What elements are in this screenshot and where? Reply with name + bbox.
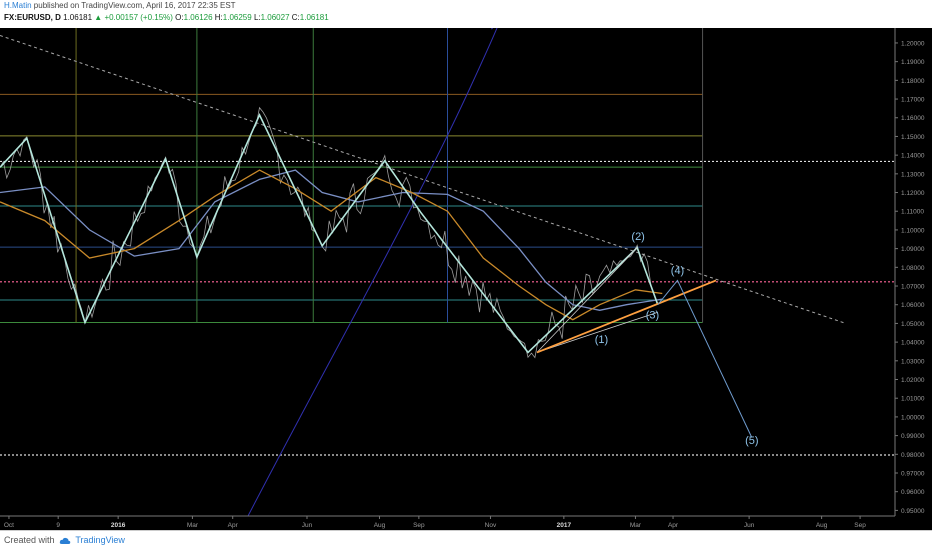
y-axis-background — [895, 28, 932, 530]
wave-label-2: (3) — [646, 310, 659, 322]
wave-label-4: (5) — [745, 435, 758, 447]
y-tick-label-12: 1.08000 — [901, 265, 925, 272]
x-tick-label-4: Apr — [228, 522, 239, 529]
created-with-text: Created with — [4, 535, 55, 545]
wave-labels: (1) (2) (3) (4) (5) — [595, 231, 759, 447]
y-tick-label-2: 1.18000 — [901, 78, 925, 85]
wave-label-1: (2) — [631, 231, 644, 243]
x-tick-label-14: Sep — [854, 522, 866, 529]
price-change: +0.00157 (+0.15%) — [104, 13, 173, 22]
symbol-label[interactable]: FX:EURUSD, D — [4, 13, 61, 22]
author-link[interactable]: H.Matin — [4, 1, 32, 10]
plot-area — [0, 28, 895, 516]
y-tick-label-0: 1.20000 — [901, 40, 925, 47]
wedge-line-1 — [536, 311, 658, 353]
tradingview-link[interactable]: TradingView — [75, 535, 125, 545]
close-value: 1.06181 — [299, 13, 329, 22]
y-tick-label-4: 1.16000 — [901, 115, 925, 122]
publish-text: published on TradingView.com, April 16, … — [33, 1, 236, 10]
y-tick-label-23: 0.97000 — [901, 470, 925, 477]
last-price: 1.06181 — [63, 13, 93, 22]
x-tick-label-10: Mar — [630, 522, 642, 529]
wedge-line-0 — [536, 247, 638, 353]
y-tick-label-9: 1.11000 — [901, 209, 924, 216]
x-tick-label-0: Oct — [4, 522, 14, 529]
close-label: C: — [291, 13, 300, 22]
y-tick-label-25: 0.95000 — [901, 508, 925, 515]
y-tick-label-7: 1.13000 — [901, 171, 925, 178]
y-tick-label-13: 1.07000 — [901, 284, 925, 291]
y-tick-label-10: 1.10000 — [901, 227, 925, 234]
y-tick-label-6: 1.14000 — [901, 153, 925, 160]
y-tick-label-8: 1.12000 — [901, 190, 925, 197]
y-tick-label-21: 0.99000 — [901, 433, 925, 440]
zigzag-line — [0, 112, 659, 354]
up-arrow-icon: ▲ — [94, 13, 103, 22]
y-tick-label-11: 1.09000 — [901, 246, 925, 253]
x-tick-label-13: Aug — [816, 522, 828, 529]
low-value: 1.06027 — [260, 13, 290, 22]
y-tick-label-5: 1.15000 — [901, 134, 925, 141]
low-label: L: — [253, 13, 261, 22]
publish-info: H.Matin published on TradingView.com, Ap… — [4, 1, 236, 10]
y-tick-label-3: 1.17000 — [901, 97, 925, 104]
y-tick-label-20: 1.00000 — [901, 414, 925, 421]
symbol-legend: FX:EURUSD, D 1.06181 ▲ +0.00157 (+0.15%)… — [4, 13, 329, 22]
y-tick-label-15: 1.05000 — [901, 321, 925, 328]
y-tick-label-22: 0.98000 — [901, 452, 925, 459]
y-tick-label-16: 1.04000 — [901, 340, 925, 347]
chart-footer: Created with TradingView — [0, 530, 932, 550]
open-value: 1.06126 — [183, 13, 213, 22]
ma-orange-line — [0, 169, 663, 321]
x-tick-label-12: Jun — [744, 522, 755, 529]
projection-path — [657, 279, 753, 438]
y-tick-label-17: 1.03000 — [901, 358, 925, 365]
wave-label-0: (1) — [595, 334, 608, 346]
price-chart[interactable]: 1.136631.072251.061810.97961 1.200001.19… — [0, 28, 932, 530]
down-trendline — [0, 35, 846, 324]
y-tick-label-19: 1.01000 — [901, 396, 925, 403]
x-tick-label-3: Mar — [187, 522, 199, 529]
x-tick-label-11: Apr — [668, 522, 679, 529]
price-series — [0, 106, 659, 359]
x-tick-label-2: 2016 — [111, 522, 126, 529]
x-tick-label-1: 9 — [56, 522, 60, 529]
x-axis[interactable]: Oct 9 2016 Mar Apr Jun Aug Sep Nov 2017 Mar Apr Jun A… — [0, 515, 895, 529]
ma-blue-line — [0, 169, 663, 311]
chart-header: H.Matin published on TradingView.com, Ap… — [0, 0, 932, 28]
x-tick-label-6: Aug — [374, 522, 386, 529]
x-tick-label-5: Jun — [302, 522, 313, 529]
y-axis[interactable]: 1.20000 1.19000 1.18000 1.17000 1.16000 1.150… — [894, 28, 932, 530]
cloud-icon — [59, 537, 71, 544]
y-tick-label-24: 0.96000 — [901, 489, 925, 496]
high-label: H: — [214, 13, 223, 22]
high-value: 1.06259 — [222, 13, 252, 22]
time-cycle-arc — [247, 28, 498, 516]
wave-label-3: (4) — [671, 265, 684, 277]
x-tick-label-9: 2017 — [557, 522, 572, 529]
y-tick-label-18: 1.02000 — [901, 377, 925, 384]
x-tick-label-7: Sep — [413, 522, 425, 529]
open-label: O: — [175, 13, 184, 22]
y-tick-label-14: 1.06000 — [901, 302, 925, 309]
y-tick-label-1: 1.19000 — [901, 59, 925, 66]
x-tick-label-8: Nov — [485, 522, 497, 529]
support-trendline — [536, 279, 717, 354]
